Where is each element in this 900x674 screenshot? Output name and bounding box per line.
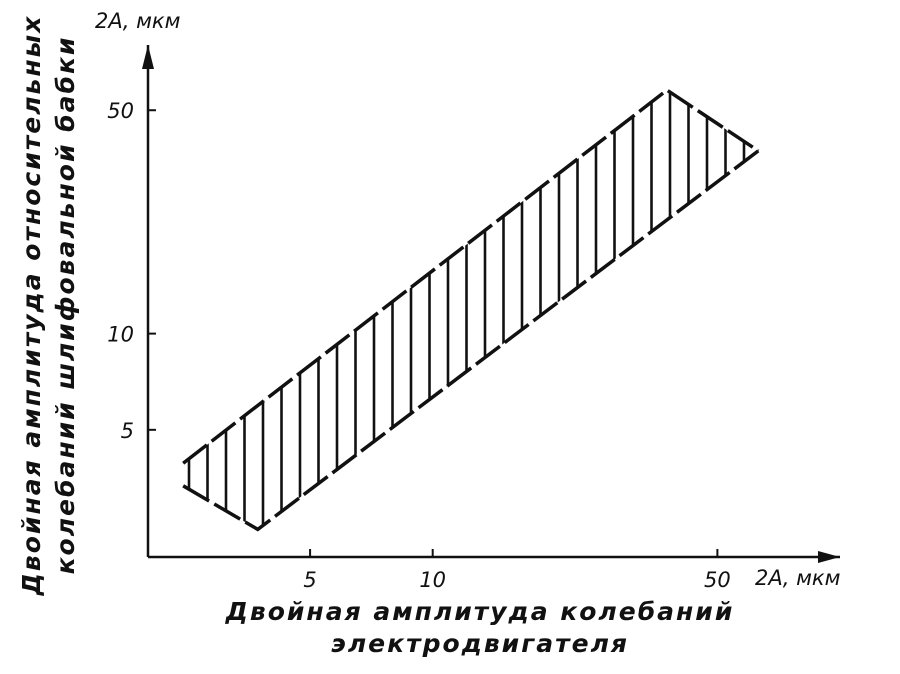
band-hatch	[183, 90, 759, 530]
y-axis-arrow	[142, 45, 154, 69]
y-tick-label: 10	[107, 323, 134, 347]
y-axis-unit: 2А, мкм	[95, 9, 181, 33]
x-axis-title: Двойная амплитуда колебаний	[225, 597, 735, 626]
y-tick-label: 50	[107, 99, 134, 123]
x-tick-label: 10	[419, 568, 446, 592]
x-axis-unit: 2А, мкм	[755, 566, 841, 590]
y-axis-title: Двойная амплитуда относительных	[17, 15, 46, 597]
y-axis-title: колебаний шлифовальной бабки	[51, 36, 80, 575]
y-tick-label: 5	[121, 419, 134, 443]
x-axis-arrow	[818, 551, 840, 563]
x-axis-title: электродвигателя	[331, 629, 629, 658]
x-tick-label: 50	[704, 568, 731, 592]
x-tick-label: 5	[303, 568, 316, 592]
band-upper	[182, 87, 760, 465]
band-lower	[182, 149, 760, 532]
